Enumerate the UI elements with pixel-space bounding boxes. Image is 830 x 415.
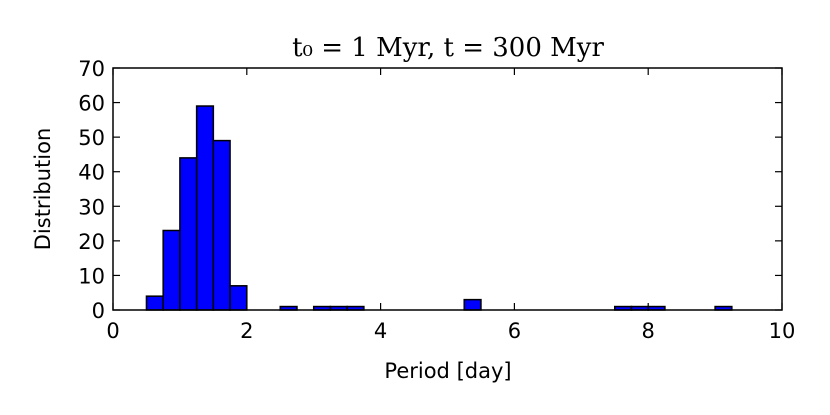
y-axis-label: Distribution: [31, 128, 55, 251]
histogram-bar: [179, 157, 198, 311]
y-tick-label: 10: [78, 264, 105, 288]
x-axis-label: Period [day]: [384, 359, 511, 383]
y-tick-label: 0: [92, 299, 105, 323]
y-tick-label: 40: [78, 161, 105, 185]
x-tick-label: 6: [508, 319, 521, 343]
y-tick-label: 60: [78, 92, 105, 116]
histogram-bar: [229, 285, 248, 311]
x-tick-label: 0: [106, 319, 119, 343]
histogram-bar: [463, 298, 482, 311]
x-tick-label: 8: [642, 319, 655, 343]
y-tick-label: 20: [78, 230, 105, 254]
y-tick-label: 50: [78, 126, 105, 150]
histogram-bar: [212, 139, 231, 311]
x-tick-label: 2: [240, 319, 253, 343]
histogram-bar: [195, 105, 215, 311]
x-tick-label: 10: [769, 319, 796, 343]
x-tick-label: 4: [374, 319, 387, 343]
bars-group: [145, 105, 733, 311]
y-tick-label: 70: [78, 57, 105, 81]
y-tick-label: 30: [78, 195, 105, 219]
x-ticks-group: 0 2 4 6 8 10: [106, 68, 795, 343]
chart-title: t₀ = 1 Myr, t = 300 Myr: [292, 33, 604, 63]
plot-frame: [112, 67, 783, 311]
histogram-bar: [145, 295, 164, 311]
y-ticks-group: 0 10 20 30 40 50 60 70: [78, 57, 782, 323]
histogram-bar: [162, 229, 181, 311]
